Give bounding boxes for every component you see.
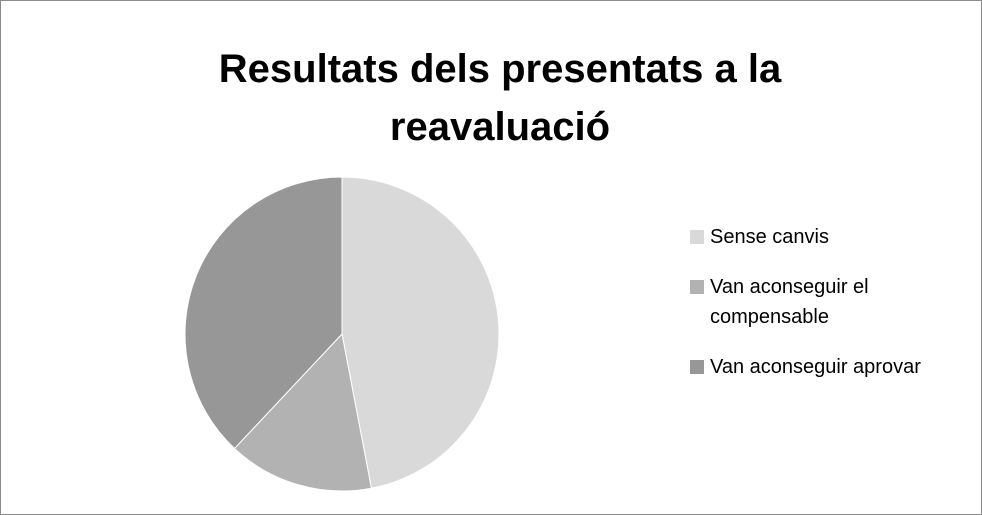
legend-label: Van aconseguir aprovar bbox=[710, 356, 921, 378]
legend-swatch bbox=[690, 280, 704, 294]
chart-title: Resultats dels presentats a la reavaluac… bbox=[218, 47, 782, 149]
pie-slice bbox=[341, 176, 500, 489]
legend-label: Sense canvis bbox=[710, 226, 829, 248]
legend: Sense canvis Van aconseguir el compensabl… bbox=[690, 222, 975, 402]
legend-entry: Sense canvis bbox=[690, 222, 975, 252]
legend-swatch bbox=[690, 360, 704, 374]
legend-label: Van aconseguir el compensable bbox=[710, 276, 869, 328]
legend-entry: Van aconseguir aprovar bbox=[690, 352, 975, 382]
pie-slice bbox=[233, 332, 373, 492]
legend-entry: Van aconseguir el compensable bbox=[690, 272, 975, 332]
pie-slice bbox=[184, 176, 343, 450]
legend-swatch bbox=[690, 230, 704, 244]
